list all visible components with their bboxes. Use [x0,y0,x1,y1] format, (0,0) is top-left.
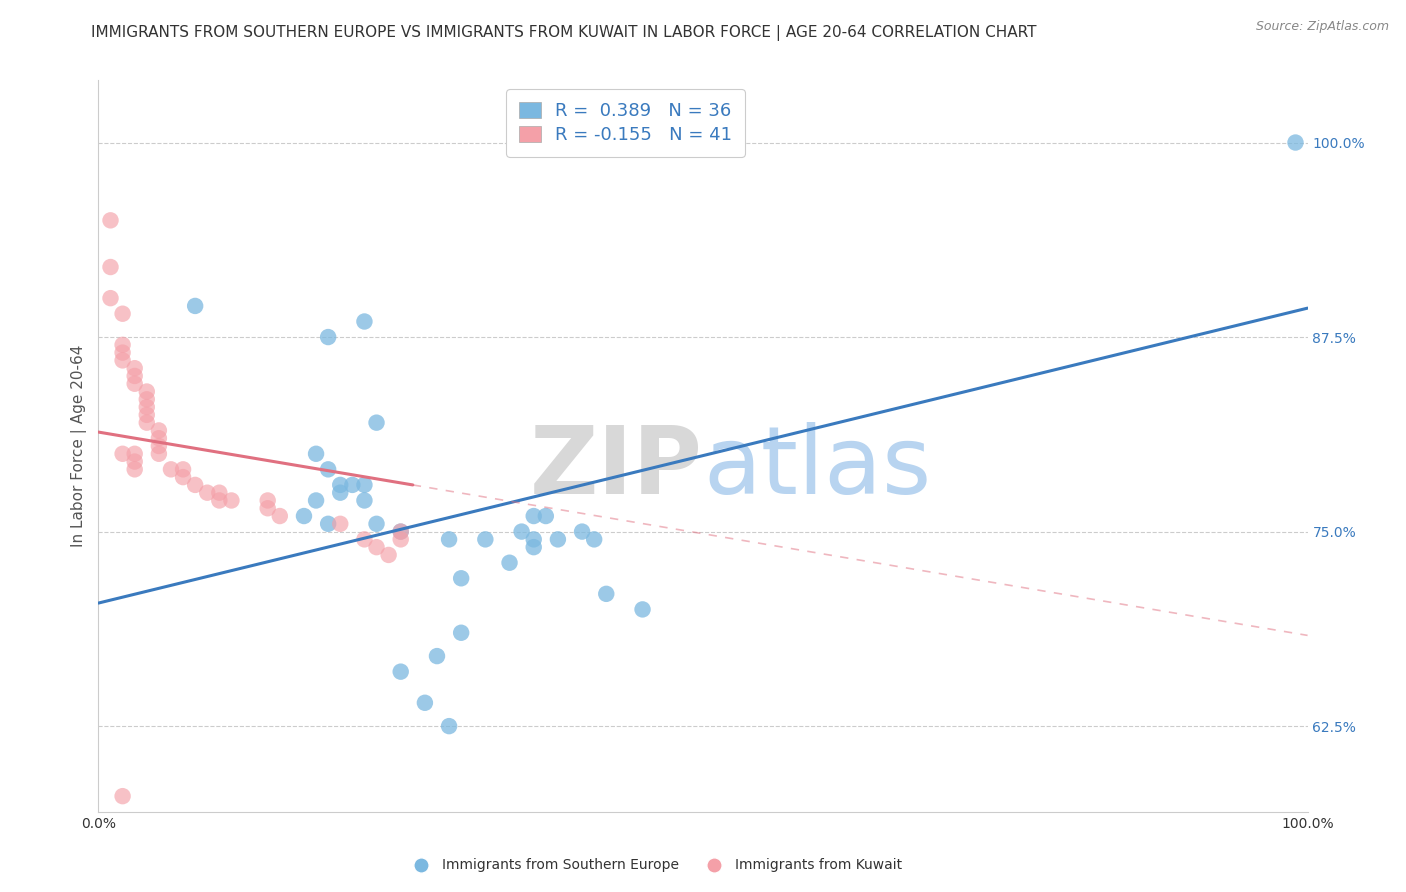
Point [316,462,339,476]
Point [111,789,134,804]
Point [316,330,339,344]
Point [329,478,352,492]
Point [353,533,375,547]
Point [111,345,134,359]
Point [148,439,170,453]
Point [389,524,412,539]
Point [111,338,134,352]
Point [523,509,546,524]
Point [523,533,546,547]
Point [595,587,617,601]
Point [534,509,557,524]
Text: atlas: atlas [703,422,931,514]
Text: Source: ZipAtlas.com: Source: ZipAtlas.com [1256,20,1389,33]
Point [100,260,122,274]
Point [631,602,654,616]
Point [353,314,375,328]
Point [124,462,146,476]
Point [413,696,436,710]
Point [124,361,146,376]
Point [111,353,134,368]
Point [172,462,194,476]
Point [111,307,134,321]
Point [124,447,146,461]
Point [256,501,278,516]
Point [366,540,388,554]
Point [135,384,157,399]
Point [389,524,412,539]
Point [124,368,146,383]
Y-axis label: In Labor Force | Age 20-64: In Labor Force | Age 20-64 [72,345,87,547]
Point [583,533,606,547]
Point [329,485,352,500]
Point [148,424,170,438]
Point [474,533,496,547]
Point [221,493,243,508]
Text: IMMIGRANTS FROM SOUTHERN EUROPE VS IMMIGRANTS FROM KUWAIT IN LABOR FORCE | AGE 2: IMMIGRANTS FROM SOUTHERN EUROPE VS IMMIG… [91,25,1036,41]
Legend: Immigrants from Southern Europe, Immigrants from Kuwait: Immigrants from Southern Europe, Immigra… [402,853,907,878]
Point [269,509,291,524]
Point [377,548,399,562]
Point [195,485,218,500]
Point [389,665,412,679]
Point [510,524,533,539]
Point [135,400,157,414]
Point [389,533,412,547]
Point [547,533,569,547]
Point [450,571,472,585]
Point [148,447,170,461]
Point [135,408,157,422]
Point [100,213,122,227]
Point [135,416,157,430]
Point [366,416,388,430]
Point [208,485,231,500]
Point [498,556,520,570]
Point [316,516,339,531]
Point [111,447,134,461]
Point [208,493,231,508]
Point [523,540,546,554]
Point [124,454,146,468]
Point [366,516,388,531]
Point [135,392,157,407]
Point [184,478,207,492]
Point [292,509,315,524]
Text: ZIP: ZIP [530,422,703,514]
Point [450,625,472,640]
Point [426,649,449,664]
Point [100,291,122,305]
Point [305,447,328,461]
Point [353,478,375,492]
Point [353,493,375,508]
Point [184,299,207,313]
Point [437,719,460,733]
Point [256,493,278,508]
Point [124,376,146,391]
Point [305,493,328,508]
Point [571,524,593,539]
Point [160,462,183,476]
Point [1284,136,1306,150]
Point [148,431,170,445]
Point [329,516,352,531]
Point [342,478,364,492]
Point [172,470,194,484]
Point [437,533,460,547]
